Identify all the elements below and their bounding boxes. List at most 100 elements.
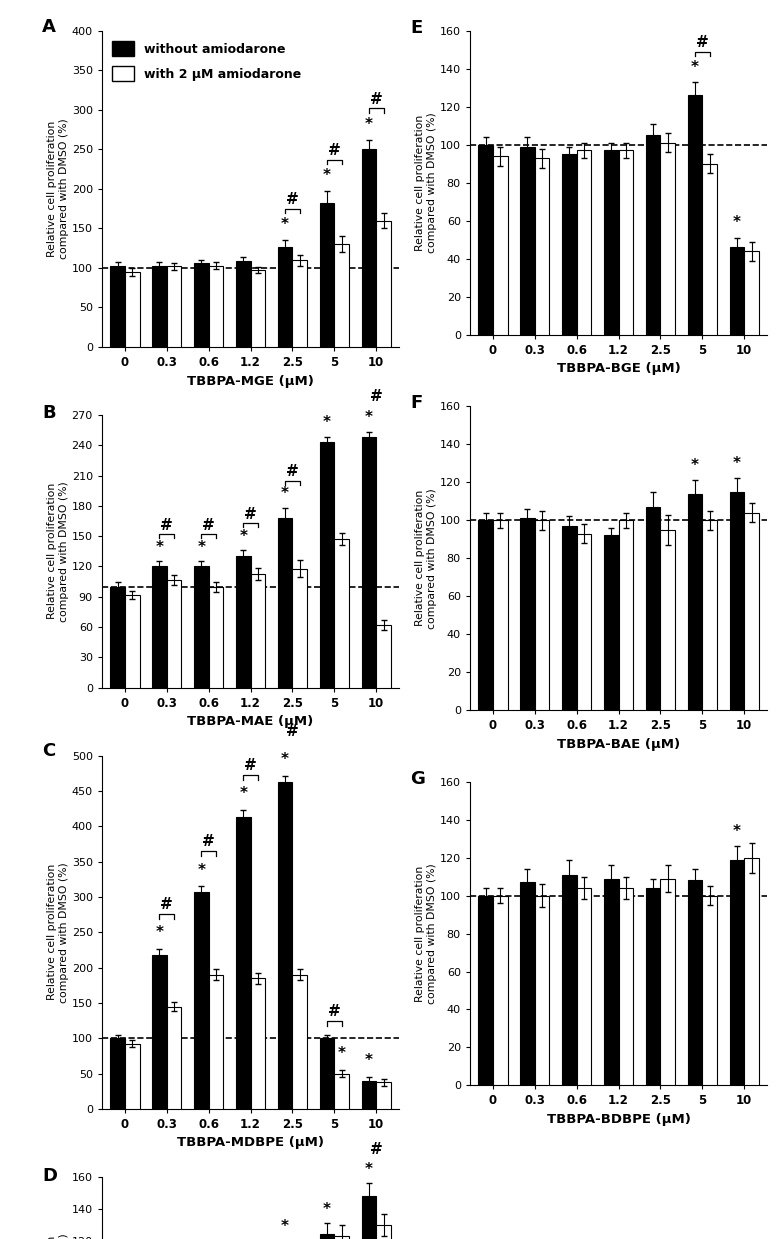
Bar <box>661 142 675 335</box>
Bar <box>208 975 223 1109</box>
Bar <box>194 566 208 688</box>
Bar <box>319 1038 334 1109</box>
Bar <box>334 1235 349 1239</box>
Text: *: * <box>155 926 164 940</box>
Bar <box>730 492 745 710</box>
Bar <box>646 888 661 1085</box>
Bar <box>152 265 167 347</box>
Bar <box>167 266 182 347</box>
Text: *: * <box>281 752 289 767</box>
Bar <box>493 520 507 710</box>
Text: *: * <box>365 1053 373 1068</box>
Bar <box>167 1006 182 1109</box>
Text: *: * <box>281 1219 289 1234</box>
Bar <box>478 145 493 335</box>
Bar <box>562 875 576 1085</box>
Bar <box>619 520 633 710</box>
X-axis label: TBBPA-MAE (μM): TBBPA-MAE (μM) <box>187 715 314 729</box>
Bar <box>319 203 334 347</box>
Text: E: E <box>410 19 423 37</box>
Bar <box>619 150 633 335</box>
Text: #: # <box>328 144 341 159</box>
Text: #: # <box>370 1141 383 1157</box>
Bar <box>604 535 619 710</box>
Text: *: * <box>323 169 331 183</box>
Bar <box>520 146 535 335</box>
Bar <box>167 580 182 688</box>
X-axis label: TBBPA-MGE (μM): TBBPA-MGE (μM) <box>187 374 314 388</box>
Bar <box>251 979 265 1109</box>
Bar <box>152 566 167 688</box>
Bar <box>687 493 702 710</box>
Y-axis label: Relative cell proliferation
compared with DMSO (%): Relative cell proliferation compared wit… <box>47 481 69 622</box>
Text: #: # <box>286 465 299 479</box>
Bar <box>702 164 717 335</box>
Bar <box>293 569 307 688</box>
Bar <box>604 150 619 335</box>
Text: #: # <box>202 518 215 533</box>
Text: *: * <box>365 116 373 133</box>
Bar <box>278 518 293 688</box>
Text: #: # <box>202 834 215 850</box>
Bar <box>362 150 377 347</box>
Bar <box>194 263 208 347</box>
Bar <box>478 896 493 1085</box>
Bar <box>208 265 223 347</box>
Bar <box>576 534 591 710</box>
Text: *: * <box>365 1162 373 1177</box>
X-axis label: TBBPA-BAE (μM): TBBPA-BAE (μM) <box>557 737 680 751</box>
Bar <box>535 159 550 335</box>
Bar <box>493 156 507 335</box>
Bar <box>646 507 661 710</box>
Bar <box>236 818 251 1109</box>
Bar <box>362 1080 377 1109</box>
Text: *: * <box>337 1046 346 1062</box>
Bar <box>293 260 307 347</box>
Text: *: * <box>733 456 741 471</box>
Y-axis label: Relative cell proliferation
compared with DMSO (%): Relative cell proliferation compared wit… <box>47 1234 69 1239</box>
Text: #: # <box>244 758 257 773</box>
Bar <box>124 1044 139 1109</box>
Text: *: * <box>281 486 289 501</box>
Text: *: * <box>691 59 699 74</box>
Y-axis label: Relative cell proliferation
compared with DMSO (%): Relative cell proliferation compared wit… <box>47 862 69 1002</box>
Bar <box>319 442 334 688</box>
Text: #: # <box>328 1004 341 1018</box>
Text: *: * <box>197 862 205 877</box>
Bar <box>124 595 139 688</box>
Bar <box>377 1224 391 1239</box>
Bar <box>278 782 293 1109</box>
Bar <box>687 881 702 1085</box>
Bar <box>619 888 633 1085</box>
Text: #: # <box>244 507 257 522</box>
Text: D: D <box>42 1167 57 1184</box>
Text: F: F <box>410 394 423 413</box>
Bar <box>334 1073 349 1109</box>
Text: A: A <box>42 19 56 36</box>
Text: *: * <box>197 540 205 555</box>
X-axis label: TBBPA-BDBPE (μM): TBBPA-BDBPE (μM) <box>547 1113 691 1126</box>
Text: *: * <box>323 1202 331 1217</box>
Text: #: # <box>161 897 173 912</box>
Bar <box>520 518 535 710</box>
Legend: without amiodarone, with 2 μM amiodarone: without amiodarone, with 2 μM amiodarone <box>108 37 305 85</box>
Bar <box>236 556 251 688</box>
Text: #: # <box>696 36 709 51</box>
Bar <box>152 955 167 1109</box>
Bar <box>535 520 550 710</box>
Bar <box>661 878 675 1085</box>
Text: C: C <box>42 742 56 760</box>
Bar <box>251 270 265 347</box>
Bar <box>110 1038 124 1109</box>
Text: *: * <box>240 787 247 802</box>
Bar <box>362 1196 377 1239</box>
Text: *: * <box>240 529 247 544</box>
Text: #: # <box>161 518 173 533</box>
Bar <box>236 261 251 347</box>
Bar <box>562 155 576 335</box>
Text: #: # <box>370 92 383 107</box>
Text: G: G <box>410 769 425 788</box>
Bar <box>377 1082 391 1109</box>
Text: *: * <box>733 824 741 839</box>
Y-axis label: Relative cell proliferation
compared with DMSO (%): Relative cell proliferation compared wit… <box>415 864 437 1004</box>
